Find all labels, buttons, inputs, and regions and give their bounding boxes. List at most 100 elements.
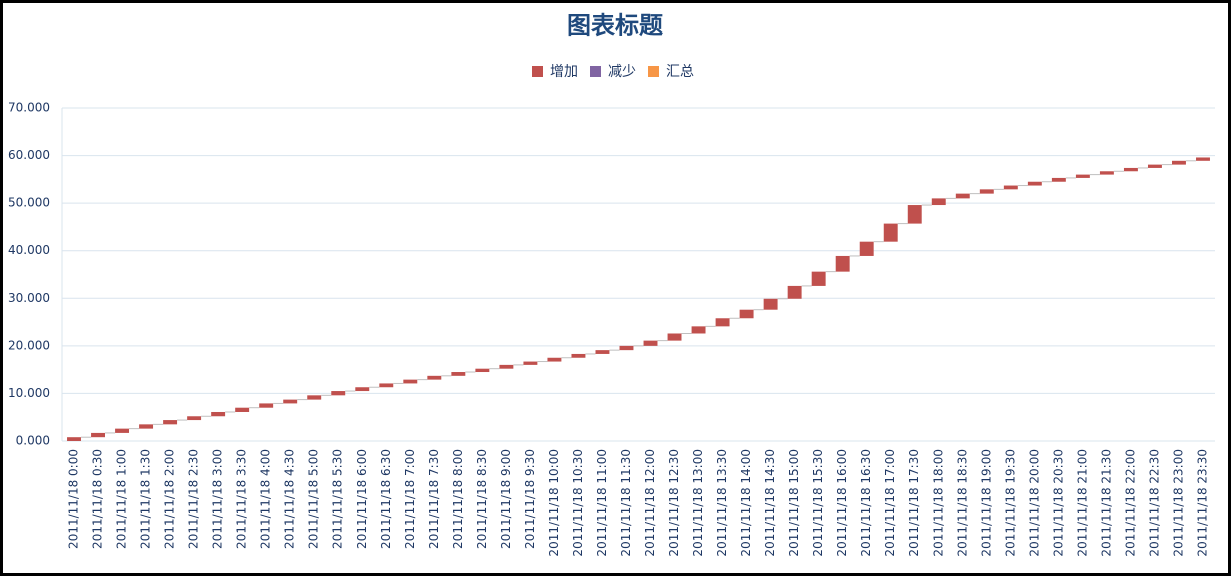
y-tick-label: 50.000 (8, 196, 50, 210)
increase-bar (427, 375, 442, 380)
x-tick-label: 2011/11/18 17:00 (883, 449, 897, 557)
increase-bar (667, 333, 682, 341)
x-tick-label: 2011/11/18 19:30 (1003, 449, 1017, 557)
x-tick-label: 2011/11/18 0:30 (91, 449, 105, 549)
x-tick-label: 2011/11/18 18:00 (931, 449, 945, 557)
increase-bar (1003, 185, 1018, 190)
x-tick-label: 2011/11/18 12:00 (643, 449, 657, 557)
increase-bar (163, 420, 178, 425)
increase-bar (451, 372, 466, 376)
x-tick-label: 2011/11/18 10:00 (547, 449, 561, 557)
increase-bar (91, 432, 105, 438)
x-tick-label: 2011/11/18 6:30 (379, 449, 393, 549)
increase-bar (1075, 174, 1090, 178)
x-tick-label: 2011/11/18 1:00 (115, 449, 129, 549)
increase-bar (187, 416, 202, 421)
legend-label: 增加 (550, 64, 578, 80)
x-tick-label: 2011/11/18 22:00 (1123, 449, 1137, 557)
increase-bar (859, 241, 874, 256)
x-tick-label: 2011/11/18 16:30 (859, 449, 873, 557)
x-tick-label: 2011/11/18 15:30 (811, 449, 825, 557)
increase-bar (571, 353, 586, 358)
chart-title: 图表标题 (567, 11, 663, 40)
x-tick-label: 2011/11/18 4:30 (283, 449, 297, 549)
x-tick-label: 2011/11/18 21:30 (1099, 449, 1113, 557)
x-tick-label: 2011/11/18 4:00 (259, 449, 273, 549)
legend-label: 减少 (608, 64, 636, 80)
x-tick-label: 2011/11/18 23:30 (1195, 449, 1209, 557)
increase-bar (643, 340, 658, 346)
y-tick-label: 40.000 (8, 243, 50, 257)
y-tick-label: 10.000 (8, 386, 50, 400)
increase-bar (379, 383, 394, 388)
x-tick-label: 2011/11/18 0:00 (67, 449, 81, 549)
increase-bar (67, 437, 81, 441)
increase-bar (715, 318, 730, 327)
x-tick-label: 2011/11/18 9:00 (499, 449, 513, 549)
x-tick-label: 2011/11/18 13:30 (715, 449, 729, 557)
increase-bar (1147, 164, 1162, 168)
x-tick-label: 2011/11/18 7:00 (403, 449, 417, 549)
increase-bar (355, 387, 370, 392)
x-tick-label: 2011/11/18 20:30 (1051, 449, 1065, 557)
x-tick-label: 2011/11/18 8:00 (451, 449, 465, 549)
y-tick-label: 20.000 (8, 338, 50, 352)
x-tick-label: 2011/11/18 11:30 (619, 449, 633, 557)
increase-bar (499, 364, 514, 369)
x-tick-label: 2011/11/18 10:30 (571, 449, 585, 557)
increase-bar (235, 407, 250, 412)
increase-bar (739, 309, 754, 319)
increase-bar (1123, 167, 1138, 172)
increase-bar (475, 368, 490, 373)
y-tick-label: 0.000 (16, 434, 50, 448)
x-tick-label: 2011/11/18 18:30 (955, 449, 969, 557)
increase-bar (547, 357, 562, 362)
x-tick-label: 2011/11/18 13:00 (691, 449, 705, 557)
increase-bar (259, 403, 274, 408)
legend-swatch (648, 66, 659, 77)
x-tick-label: 2011/11/18 19:00 (979, 449, 993, 557)
increase-bar (1051, 177, 1066, 182)
increase-bar (787, 285, 802, 299)
y-tick-label: 30.000 (8, 291, 50, 305)
increase-bar (139, 424, 154, 429)
x-tick-label: 2011/11/18 17:30 (907, 449, 921, 557)
x-tick-label: 2011/11/18 23:00 (1171, 449, 1185, 557)
increase-bar (883, 223, 898, 242)
x-tick-label: 2011/11/18 8:30 (475, 449, 489, 549)
x-tick-label: 2011/11/18 14:00 (739, 449, 753, 557)
legend-swatch (532, 66, 543, 77)
x-tick-label: 2011/11/18 6:00 (355, 449, 369, 549)
y-tick-label: 70.000 (8, 101, 50, 115)
increase-bar (1172, 160, 1186, 165)
x-tick-label: 2011/11/18 3:30 (235, 449, 249, 549)
x-tick-label: 2011/11/18 15:00 (787, 449, 801, 557)
increase-bar (763, 298, 778, 310)
increase-bar (523, 361, 538, 365)
x-tick-label: 2011/11/18 1:30 (139, 449, 153, 549)
x-tick-label: 2011/11/18 12:30 (667, 449, 681, 557)
x-tick-label: 2011/11/18 14:30 (763, 449, 777, 557)
y-tick-label: 60.000 (8, 148, 50, 162)
x-tick-label: 2011/11/18 5:00 (307, 449, 321, 549)
increase-bar (115, 428, 130, 433)
x-tick-label: 2011/11/18 22:30 (1147, 449, 1161, 557)
x-tick-label: 2011/11/18 11:00 (595, 449, 609, 557)
increase-bar (1196, 157, 1210, 161)
increase-bar (955, 193, 970, 199)
increase-bar (331, 391, 346, 396)
increase-bar (1099, 171, 1114, 175)
x-tick-label: 2011/11/18 7:30 (427, 449, 441, 549)
increase-bar (595, 350, 610, 354)
x-tick-label: 2011/11/18 5:30 (331, 449, 345, 549)
increase-bar (619, 345, 634, 351)
legend-label: 汇总 (666, 64, 694, 80)
increase-bar (811, 271, 826, 286)
x-tick-label: 2011/11/18 2:00 (163, 449, 177, 549)
increase-bar (1027, 181, 1042, 186)
increase-bar (307, 395, 322, 400)
x-tick-label: 2011/11/18 3:00 (211, 449, 225, 549)
legend-swatch (590, 66, 601, 77)
